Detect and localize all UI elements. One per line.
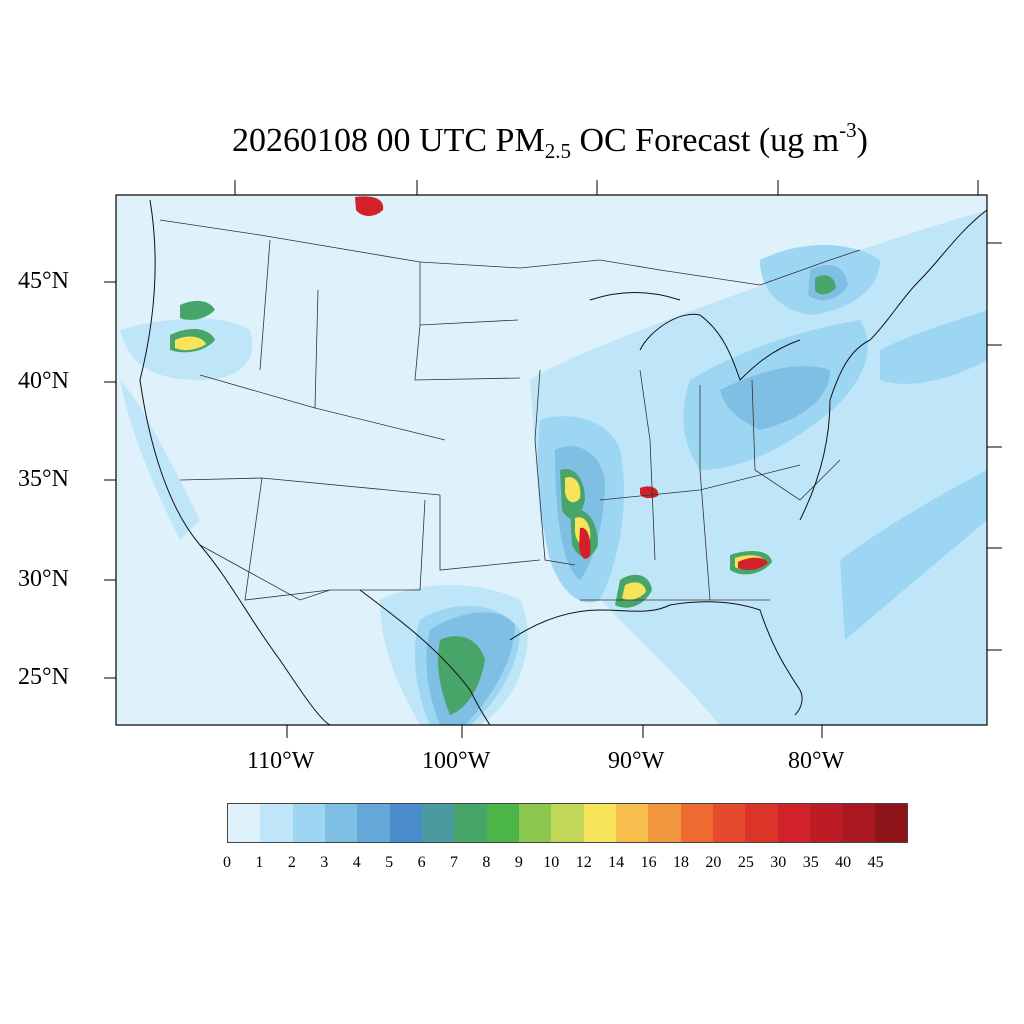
colorbar-tick-label: 4 xyxy=(352,854,361,871)
colorbar-tick-label: 18 xyxy=(673,854,689,871)
colorbar-swatch xyxy=(518,804,552,842)
colorbar-tick-label: 10 xyxy=(543,854,560,871)
colorbar-swatch xyxy=(228,804,261,842)
lon-label-90: 90°W xyxy=(608,748,665,774)
lon-label-80: 80°W xyxy=(788,748,845,774)
colorbar-tick-label: 0 xyxy=(223,854,231,871)
colorbar-tick-label: 6 xyxy=(417,854,426,871)
colorbar-tick-label: 25 xyxy=(737,854,754,871)
colorbar-tick-label: 2 xyxy=(287,854,296,871)
lat-label-25: 25°N xyxy=(18,664,69,690)
map-frame xyxy=(115,194,988,726)
lon-label-110: 110°W xyxy=(247,748,315,774)
colorbar-swatch xyxy=(745,804,778,842)
colorbar-swatch xyxy=(874,804,907,842)
colorbar-tick-label: 12 xyxy=(575,854,592,871)
colorbar-tick-label: 14 xyxy=(608,854,625,871)
colorbar-swatch xyxy=(842,804,875,842)
colorbar-swatch xyxy=(712,804,746,842)
colorbar-tick-label: 16 xyxy=(640,854,657,871)
colorbar-swatch xyxy=(421,804,455,842)
lat-label-45: 45°N xyxy=(18,268,69,294)
colorbar-swatch xyxy=(357,804,390,842)
colorbar-tick-label: 5 xyxy=(385,854,394,871)
colorbar-swatch xyxy=(454,804,487,842)
boundaries xyxy=(159,219,861,601)
colorbar-tick-label: 40 xyxy=(835,854,852,871)
colorbar-tick-label: 20 xyxy=(705,854,722,871)
colorbar-swatch xyxy=(615,804,649,842)
colorbar-tick-label: 30 xyxy=(770,854,787,871)
map-title: 20260108 00 UTC PM2.5 OC Forecast (ug m-… xyxy=(232,118,868,163)
colorbar-swatch xyxy=(389,804,422,842)
colorbar-tick-label: 3 xyxy=(320,854,329,871)
colorbar xyxy=(227,803,908,843)
colorbar-tick-label: 9 xyxy=(514,854,523,871)
lat-label-30: 30°N xyxy=(18,566,69,592)
colorbar-tick-label: 45 xyxy=(867,854,884,871)
colorbar-swatch xyxy=(324,804,358,842)
colorbar-swatch xyxy=(583,804,616,842)
colorbar-swatch xyxy=(551,804,584,842)
lat-label-40: 40°N xyxy=(18,368,69,394)
lat-label-35: 35°N xyxy=(18,466,69,492)
coastline xyxy=(139,199,987,725)
colorbar-swatch xyxy=(777,804,810,842)
colorbar-tick-label: 35 xyxy=(802,854,819,871)
colorbar-swatch xyxy=(292,804,325,842)
colorbar-swatch xyxy=(260,804,293,842)
map-ticks xyxy=(104,180,1002,738)
colorbar-swatch xyxy=(809,804,843,842)
colorbar-swatch xyxy=(648,804,681,842)
colorbar-swatch xyxy=(486,804,519,842)
lon-label-100: 100°W xyxy=(422,748,491,774)
colorbar-swatch xyxy=(680,804,713,842)
colorbar-tick-label: 8 xyxy=(482,854,491,871)
colorbar-tick-label: 1 xyxy=(255,854,264,871)
colorbar-tick-label: 7 xyxy=(450,854,458,871)
colorbar-labels: 0 1 2 3 4 5 6 7 8 9 10 12 14 16 18 20 25 30 35 40 45 xyxy=(223,854,908,876)
